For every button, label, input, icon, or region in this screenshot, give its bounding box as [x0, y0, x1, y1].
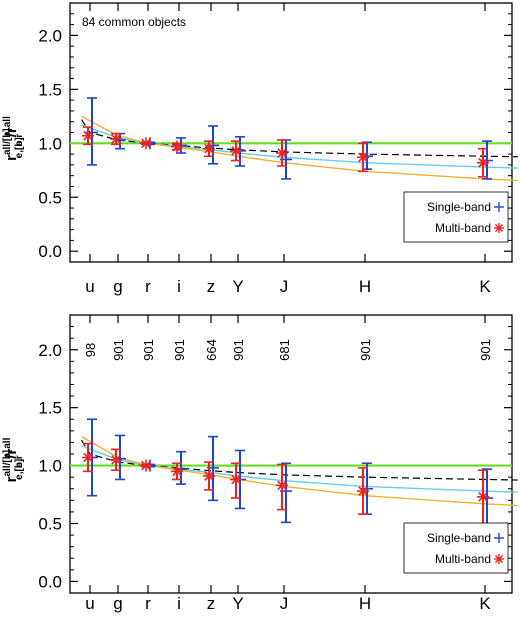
band-label-K: K	[479, 594, 491, 613]
legend-label-single-band: Single-band	[427, 200, 491, 214]
multi-band-point	[276, 147, 288, 160]
multi-band-point	[82, 129, 94, 142]
legend: Single-band Multi-band	[403, 191, 509, 243]
object-count-label: 901	[231, 339, 246, 361]
multi-band-point	[276, 479, 288, 492]
y-tick-label: 0.5	[38, 188, 62, 207]
multi-band-point	[110, 453, 122, 466]
model-curve-2	[81, 436, 518, 507]
band-label-K: K	[479, 277, 491, 296]
y-axis-label: rall/[b]e,[b]/ralle,r	[2, 437, 25, 482]
band-label-H: H	[359, 277, 371, 296]
legend-label-single-band: Single-band	[427, 531, 491, 545]
multi-band-point	[203, 470, 215, 483]
panel-annotation: 84 common objects	[82, 15, 186, 29]
legend: Single-band Multi-band	[403, 522, 509, 574]
multi-band-point	[140, 459, 152, 472]
legend-box	[403, 522, 509, 574]
object-count-label: 901	[358, 339, 373, 361]
model-curve-0	[80, 439, 518, 481]
model-curve-2	[81, 115, 518, 182]
multi-band-point	[171, 465, 183, 478]
y-tick-label: 1.5	[38, 80, 62, 99]
y-tick-label: 1.0	[38, 457, 62, 476]
legend-marker	[494, 533, 504, 543]
object-count-label: 664	[204, 339, 219, 361]
multi-band-point	[140, 137, 152, 150]
legend-marker	[494, 554, 504, 564]
y-tick-label: 0.0	[38, 572, 62, 591]
band-label-J: J	[280, 277, 289, 296]
y-tick-label: 0.0	[38, 242, 62, 261]
model-curve-0	[80, 119, 518, 158]
y-tick-label: 2.0	[38, 341, 62, 360]
object-count-label: 901	[141, 339, 156, 361]
model-curve-1	[81, 445, 518, 493]
multi-band-point	[477, 490, 489, 503]
panel-top: 0.0 0.5 1.0 1.5 2.0 u g r i z Y J H K 84 common object…	[2, 2, 518, 296]
object-count-label: 901	[172, 339, 187, 361]
multi-band-point	[357, 151, 369, 164]
legend-box	[403, 191, 509, 243]
panel-bottom: 0.0 0.5 1.0 1.5 2.0 u g r i z Y J H K 98 901 901 901 664 90…	[2, 314, 518, 613]
band-label-u: u	[85, 594, 94, 613]
band-label-z: z	[207, 594, 216, 613]
multi-band-point	[203, 142, 215, 155]
object-count-label: 98	[83, 343, 98, 357]
band-label-Y: Y	[232, 594, 243, 613]
legend-label-multi-band: Multi-band	[435, 552, 491, 566]
multi-band-point	[357, 485, 369, 498]
y-tick-label: 1.0	[38, 134, 62, 153]
y-tick-label: 0.5	[38, 515, 62, 534]
y-tick-label: 1.5	[38, 399, 62, 418]
object-count-label: 901	[478, 339, 493, 361]
multi-band-point	[110, 132, 122, 145]
y-tick-label: 2.0	[38, 26, 62, 45]
object-count-label: 681	[277, 339, 292, 361]
band-label-i: i	[177, 594, 181, 613]
band-label-J: J	[280, 594, 289, 613]
multi-band-point	[230, 144, 242, 157]
legend-marker	[494, 202, 504, 212]
multi-band-point	[477, 156, 489, 169]
band-label-g: g	[113, 594, 122, 613]
band-label-z: z	[207, 277, 216, 296]
band-label-g: g	[113, 277, 122, 296]
y-axis-label: rall/[b]e,[b]/ralle,r	[2, 116, 25, 161]
model-curve-1	[81, 124, 518, 169]
band-label-r: r	[145, 594, 151, 613]
band-label-i: i	[177, 277, 181, 296]
band-label-r: r	[145, 277, 151, 296]
band-label-Y: Y	[232, 277, 243, 296]
legend-marker	[494, 223, 504, 233]
multi-band-point	[82, 451, 94, 464]
multi-band-point	[230, 473, 242, 486]
object-count-label: 901	[111, 339, 126, 361]
legend-label-multi-band: Multi-band	[435, 221, 491, 235]
multi-band-point	[171, 140, 183, 153]
band-label-H: H	[359, 594, 371, 613]
band-label-u: u	[85, 277, 94, 296]
